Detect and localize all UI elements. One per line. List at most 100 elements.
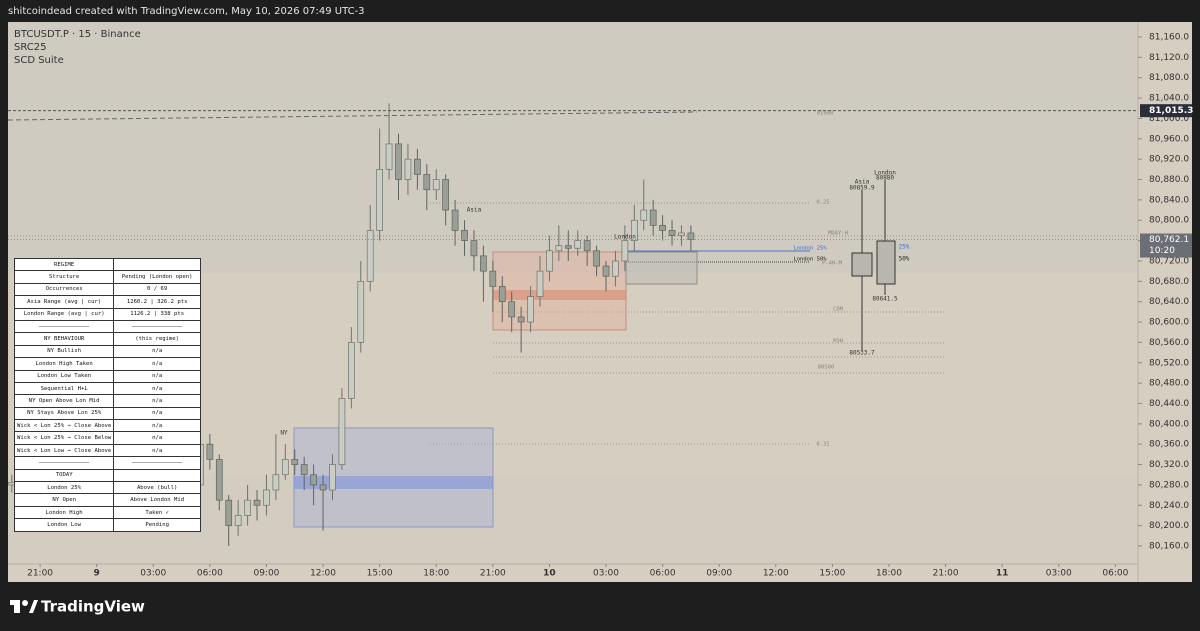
candle-body	[612, 260, 619, 277]
zones	[293, 251, 698, 528]
table-row: REGIME	[13, 257, 201, 272]
y-tick-label: 80,480.0	[1149, 379, 1189, 389]
annotation: London	[614, 234, 636, 241]
countdown-label: 10:20	[1149, 246, 1175, 256]
shade-top	[8, 22, 1138, 273]
table-row: Structure Pending (London open)	[13, 270, 201, 284]
candle-body	[555, 245, 563, 252]
candle-body	[498, 286, 506, 303]
candle-body	[319, 484, 327, 491]
y-tick-label: 81,160.0	[1149, 33, 1189, 43]
candle-body	[574, 240, 582, 249]
candle-body	[546, 250, 553, 272]
table-empty-cell	[113, 257, 201, 272]
table-cell: Above London Mid	[113, 493, 201, 507]
table-cell: ———————————————	[13, 319, 115, 334]
annotation: NY	[280, 430, 288, 437]
table-cell: Taken ✓	[113, 505, 201, 520]
table-row: Wick < Lon 25% → Close Below n/a	[13, 431, 201, 445]
london-box	[625, 251, 698, 285]
candle-body	[366, 230, 374, 282]
candle-body	[621, 240, 629, 262]
candle-body	[602, 265, 610, 277]
levels	[7, 111, 1138, 445]
annotation: 0.31	[816, 442, 829, 448]
annotation: 80641.5	[872, 296, 898, 303]
candle-body	[451, 209, 459, 231]
x-tick-label: 18:00	[876, 569, 902, 579]
y-tick-label: 80,800.0	[1149, 216, 1189, 226]
candle-body	[215, 459, 223, 501]
y-tick-label: 80,400.0	[1149, 419, 1189, 429]
candle-body	[630, 219, 638, 241]
projections	[851, 180, 896, 350]
table-row: NY Open Above London Mid	[13, 493, 201, 507]
annotation: 80859.9	[849, 185, 875, 192]
annotation: P-4H-M	[822, 261, 843, 267]
table-cell: n/a	[113, 394, 201, 408]
y-tick-label: 80,440.0	[1149, 399, 1189, 409]
table-cell: Asia Range (avg | cur)	[13, 295, 115, 309]
table-cell: n/a	[113, 431, 201, 445]
candle-body	[281, 459, 289, 476]
table-cell: (this regime)	[113, 332, 201, 346]
x-tick-label: 9	[94, 569, 100, 579]
candle-body	[461, 230, 468, 241]
y-tick-label: 81,120.0	[1149, 53, 1189, 63]
table-cell: 1126.2 | 338 pts	[113, 307, 201, 321]
candle-body	[291, 459, 299, 465]
table-cell: n/a	[113, 381, 201, 396]
annotation: PDH	[833, 339, 843, 345]
table-cell: Pending	[113, 518, 201, 532]
x-tick-label: 03:00	[140, 569, 166, 579]
x-tick-label: 12:00	[310, 569, 336, 579]
candle-body	[300, 464, 308, 476]
proj-box	[851, 252, 873, 277]
header-text: shitcoindead created with TradingView.co…	[8, 6, 365, 17]
candle-body	[640, 209, 648, 221]
y-tick-label: 80,920.0	[1149, 155, 1189, 165]
legend-indicator: SCD Suite	[14, 55, 64, 66]
annotation: 80500	[818, 365, 835, 371]
marked-price-tag	[1140, 104, 1192, 118]
table-cell: London Range (avg | cur)	[13, 307, 115, 321]
candle-body	[583, 240, 591, 252]
candle-body	[244, 499, 251, 516]
table-row: ——————————————— ———————————————	[13, 319, 201, 334]
annotation: London 25%	[793, 246, 827, 252]
table-row: NY BEHAVIOUR (this regime)	[13, 332, 201, 346]
candle-body	[564, 245, 572, 249]
y-tick-label: 80,360.0	[1149, 440, 1189, 450]
table-cell: London High	[13, 505, 115, 520]
candle-body	[385, 143, 393, 170]
legend-indicator: SRC25	[14, 42, 47, 53]
candle-body	[414, 158, 421, 175]
candle-body	[442, 179, 450, 211]
header-bar	[0, 0, 1200, 22]
annotation: London	[874, 170, 896, 177]
candle-body	[272, 474, 280, 491]
annotation: Asia	[855, 179, 870, 186]
y-tick-label: 80,960.0	[1149, 134, 1189, 144]
annotation: Asia	[467, 207, 482, 214]
candle-body	[517, 316, 525, 323]
table-row: Occurrences 0 / 69	[13, 282, 201, 297]
table-row: Wick < Lon Low → Close Above n/a	[13, 443, 201, 458]
y-tick-label: 80,200.0	[1149, 521, 1189, 531]
level-line	[7, 111, 698, 121]
x-tick-label: 15:00	[367, 569, 393, 579]
candle-body	[395, 143, 402, 180]
annotation: 80533.7	[849, 350, 875, 357]
table-row: London High Taken n/a	[13, 357, 201, 371]
table-cell: ———————————————	[113, 319, 201, 334]
y-tick-label: 80,640.0	[1149, 297, 1189, 307]
table-cell: 1260.2 | 326.2 pts	[113, 295, 201, 309]
y-tick-label: 80,280.0	[1149, 480, 1189, 490]
table-cell: London Low Taken	[13, 369, 115, 383]
table-row: NY Bullish n/a	[13, 344, 201, 359]
x-tick-label: 21:00	[27, 569, 53, 579]
annotation: London 50%	[793, 257, 827, 263]
asia-band	[493, 290, 626, 300]
table-cell: 0 / 69	[113, 282, 201, 297]
candle-body	[357, 280, 365, 343]
